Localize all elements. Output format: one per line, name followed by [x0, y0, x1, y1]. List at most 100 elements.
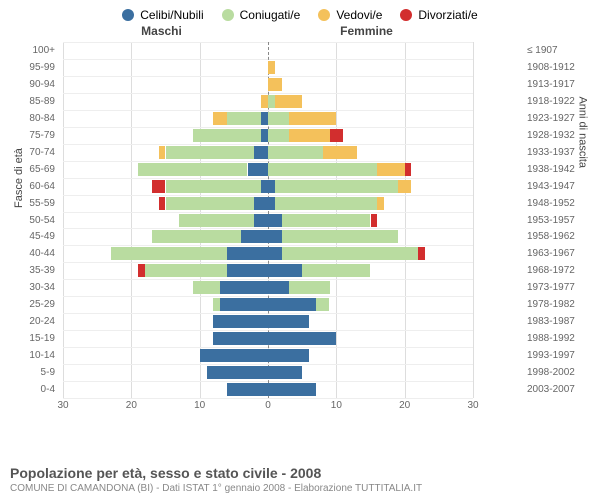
- birth-label: 1908-1912: [523, 60, 585, 75]
- age-label: 70-74: [15, 145, 59, 160]
- birth-label: 1918-1922: [523, 94, 585, 109]
- birth-label: 1953-1957: [523, 213, 585, 228]
- bar-segment: [145, 264, 227, 277]
- table-row: [63, 331, 473, 346]
- age-label: 95-99: [15, 60, 59, 75]
- bar-segment: [268, 214, 282, 227]
- bar-segment: [268, 349, 309, 362]
- legend-label: Vedovi/e: [336, 8, 382, 22]
- bar-segment: [289, 112, 337, 125]
- table-row: [63, 111, 473, 126]
- bar-segment: [268, 197, 275, 210]
- bar-segment: [220, 298, 268, 311]
- legend-swatch: [222, 9, 234, 21]
- birth-label: 1978-1982: [523, 297, 585, 312]
- header-female: Femmine: [264, 24, 469, 38]
- age-label: 55-59: [15, 196, 59, 211]
- birth-label: 1963-1967: [523, 246, 585, 261]
- legend-item: Celibi/Nubili: [122, 8, 203, 22]
- x-tick: 10: [194, 400, 205, 411]
- bar-segment: [261, 180, 268, 193]
- bar-segment: [377, 197, 384, 210]
- bar-segment: [275, 95, 302, 108]
- bar-segment: [261, 112, 268, 125]
- bar-segment: [193, 281, 220, 294]
- table-row: [63, 43, 473, 58]
- bar-segment: [227, 264, 268, 277]
- bar-segment: [200, 349, 268, 362]
- table-row: [63, 162, 473, 177]
- birth-label: ≤ 1907: [523, 43, 585, 58]
- bar-segment: [268, 61, 275, 74]
- bar-segment: [268, 146, 323, 159]
- bar-segment: [405, 163, 412, 176]
- bar-segment: [268, 298, 316, 311]
- age-label: 60-64: [15, 179, 59, 194]
- x-tick: 30: [57, 400, 68, 411]
- birth-label: 1948-1952: [523, 196, 585, 211]
- legend-label: Divorziati/e: [418, 8, 477, 22]
- bar-segment: [138, 163, 247, 176]
- bar-segment: [268, 180, 275, 193]
- bar-segment: [261, 129, 268, 142]
- bar-segment: [282, 230, 398, 243]
- table-row: [63, 314, 473, 329]
- birth-label: 1913-1917: [523, 77, 585, 92]
- bar-segment: [377, 163, 404, 176]
- table-row: [63, 382, 473, 397]
- table-row: [63, 94, 473, 109]
- x-tick: 20: [126, 400, 137, 411]
- table-row: [63, 179, 473, 194]
- table-row: [63, 213, 473, 228]
- bar-segment: [268, 95, 275, 108]
- birth-label: 1938-1942: [523, 162, 585, 177]
- bar-segment: [166, 146, 255, 159]
- plot-area: [63, 42, 473, 398]
- birth-label: 2003-2007: [523, 382, 585, 397]
- age-label: 10-14: [15, 348, 59, 363]
- age-label: 40-44: [15, 246, 59, 261]
- bar-segment: [282, 214, 371, 227]
- age-label: 25-29: [15, 297, 59, 312]
- table-row: [63, 128, 473, 143]
- x-tick: 10: [331, 400, 342, 411]
- bar-segment: [268, 78, 282, 91]
- bar-segment: [275, 180, 398, 193]
- bar-segment: [207, 366, 269, 379]
- x-axis: 3020100102030: [63, 400, 473, 416]
- age-label: 90-94: [15, 77, 59, 92]
- legend-item: Vedovi/e: [318, 8, 382, 22]
- table-row: [63, 60, 473, 75]
- legend-swatch: [318, 9, 330, 21]
- bar-segment: [166, 180, 262, 193]
- table-row: [63, 263, 473, 278]
- legend: Celibi/NubiliConiugati/eVedovi/eDivorzia…: [10, 8, 590, 22]
- legend-swatch: [122, 9, 134, 21]
- age-label: 5-9: [15, 365, 59, 380]
- legend-item: Divorziati/e: [400, 8, 477, 22]
- bar-segment: [268, 163, 377, 176]
- bar-segment: [282, 247, 419, 260]
- bar-segment: [289, 129, 330, 142]
- bar-segment: [213, 112, 227, 125]
- bar-segment: [268, 332, 336, 345]
- table-row: [63, 280, 473, 295]
- bar-segment: [261, 95, 268, 108]
- header-male: Maschi: [59, 24, 264, 38]
- bar-segment: [254, 197, 268, 210]
- table-row: [63, 77, 473, 92]
- bar-segment: [254, 214, 268, 227]
- x-tick: 20: [399, 400, 410, 411]
- bar-segment: [111, 247, 227, 260]
- bar-segment: [371, 214, 378, 227]
- bar-segment: [227, 247, 268, 260]
- table-row: [63, 196, 473, 211]
- bar-segment: [166, 197, 255, 210]
- birth-label: 1993-1997: [523, 348, 585, 363]
- bar-segment: [213, 298, 220, 311]
- age-label: 35-39: [15, 263, 59, 278]
- legend-label: Celibi/Nubili: [140, 8, 203, 22]
- age-label: 30-34: [15, 280, 59, 295]
- bar-segment: [268, 112, 289, 125]
- table-row: [63, 145, 473, 160]
